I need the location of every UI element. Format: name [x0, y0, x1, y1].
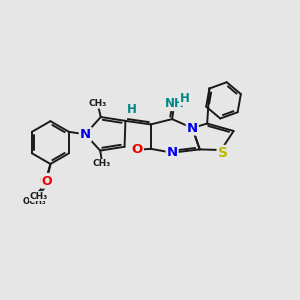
Text: O: O — [132, 143, 143, 156]
Text: N: N — [80, 128, 91, 141]
Text: N: N — [167, 146, 178, 159]
Text: CH₃: CH₃ — [92, 160, 111, 169]
Text: CH₃: CH₃ — [29, 192, 48, 201]
Text: H: H — [180, 92, 190, 105]
Text: methoxy: methoxy — [36, 194, 42, 196]
Text: O: O — [42, 175, 52, 188]
Text: NH: NH — [164, 97, 184, 110]
Text: N: N — [187, 122, 198, 134]
Text: CH₃: CH₃ — [88, 99, 106, 108]
Text: H: H — [127, 103, 137, 116]
Text: O: O — [40, 174, 50, 187]
Text: S: S — [218, 146, 228, 160]
Text: methoxy: methoxy — [32, 195, 39, 196]
Text: OCH₃: OCH₃ — [22, 196, 46, 206]
